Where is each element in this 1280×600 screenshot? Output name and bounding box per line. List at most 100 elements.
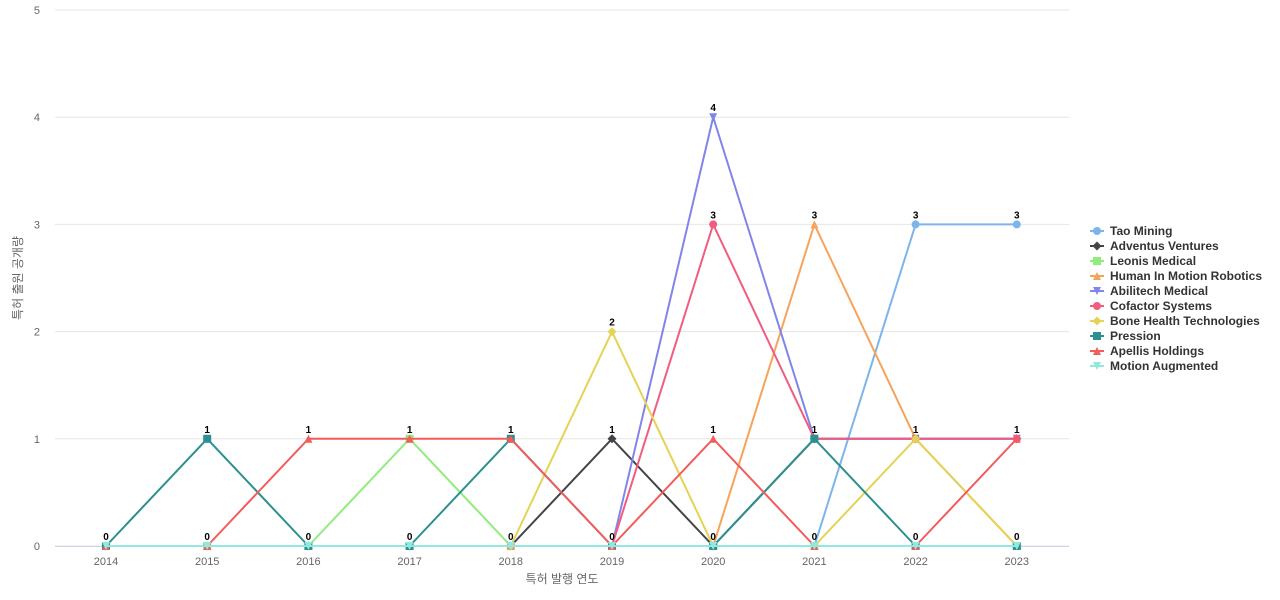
legend-label: Apellis Holdings xyxy=(1110,344,1204,358)
y-tick-label: 2 xyxy=(34,327,40,339)
data-label: 0 xyxy=(204,532,210,543)
data-point xyxy=(608,542,616,550)
legend-label: Abilitech Medical xyxy=(1110,284,1208,298)
y-tick-label: 5 xyxy=(34,5,40,17)
legend-item[interactable]: Cofactor Systems xyxy=(1090,299,1212,313)
legend-label: Human In Motion Robotics xyxy=(1110,269,1262,283)
x-tick-label: 2016 xyxy=(296,556,320,568)
data-label: 0 xyxy=(609,532,615,543)
legend-label: Adventus Ventures xyxy=(1110,239,1219,253)
series-5 xyxy=(102,220,1021,550)
data-point xyxy=(203,542,212,550)
data-point xyxy=(405,542,414,550)
x-tick-label: 2021 xyxy=(802,556,826,568)
data-point xyxy=(1012,542,1021,550)
legend-marker xyxy=(1093,257,1101,265)
data-point xyxy=(304,434,313,443)
data-point xyxy=(506,434,515,443)
x-tick-label: 2017 xyxy=(397,556,421,568)
data-label: 3 xyxy=(1014,210,1020,221)
data-label: 1 xyxy=(1014,425,1020,436)
legend-label: Leonis Medical xyxy=(1110,254,1196,268)
legend-marker xyxy=(1093,362,1101,370)
legend-item[interactable]: Bone Health Technologies xyxy=(1090,314,1260,328)
data-point xyxy=(506,542,515,550)
x-axis-title: 특허 발행 연도 xyxy=(526,571,599,586)
data-label: 1 xyxy=(913,425,919,436)
legend-item[interactable]: Apellis Holdings xyxy=(1090,344,1204,358)
data-point xyxy=(405,434,414,443)
data-label: 0 xyxy=(508,532,514,543)
series-line xyxy=(106,223,1018,547)
legend-label: Cofactor Systems xyxy=(1110,299,1212,313)
gridlines xyxy=(55,9,1069,547)
legend-marker xyxy=(1093,287,1101,295)
x-axis-ticks: 2014 2015 2016 2017 2018 2019 2020 2021 2022 2023 xyxy=(94,556,1029,568)
data-label: 1 xyxy=(204,425,210,436)
series-0 xyxy=(102,220,1021,550)
legend-marker xyxy=(1093,347,1101,355)
x-tick-label: 2022 xyxy=(903,556,927,568)
legend-marker xyxy=(1093,227,1101,235)
y-tick-label: 3 xyxy=(34,219,40,231)
data-label: 2 xyxy=(609,318,615,329)
data-point xyxy=(304,542,313,550)
data-point xyxy=(709,220,718,229)
y-tick-label: 4 xyxy=(34,112,40,124)
data-label: 1 xyxy=(609,425,615,436)
data-label: 0 xyxy=(1014,532,1020,543)
y-tick-label: 1 xyxy=(34,434,40,446)
data-label: 1 xyxy=(306,425,312,436)
data-label: 3 xyxy=(812,210,818,221)
legend-item[interactable]: Human In Motion Robotics xyxy=(1090,269,1262,283)
legend-item[interactable]: Pression xyxy=(1090,329,1161,343)
legend-marker xyxy=(1093,272,1101,280)
x-tick-label: 2015 xyxy=(195,556,219,568)
legend-label: Motion Augmented xyxy=(1110,359,1218,373)
data-label: 0 xyxy=(103,532,109,543)
legend-item[interactable]: Tao Mining xyxy=(1090,224,1172,238)
series-group xyxy=(101,113,1022,551)
data-point xyxy=(607,327,617,337)
series-line xyxy=(106,437,1018,547)
data-label: 1 xyxy=(812,425,818,436)
data-point xyxy=(607,434,617,444)
data-label: 4 xyxy=(710,103,716,114)
series-8 xyxy=(102,434,1021,550)
data-label: 0 xyxy=(710,532,716,543)
data-point xyxy=(911,434,921,444)
data-label: 1 xyxy=(407,425,413,436)
data-label: 0 xyxy=(812,532,818,543)
x-tick-label: 2014 xyxy=(94,556,118,568)
data-label: 0 xyxy=(407,532,413,543)
legend-label: Tao Mining xyxy=(1110,224,1172,238)
series-9 xyxy=(102,542,1021,550)
legend-item[interactable]: Motion Augmented xyxy=(1090,359,1218,373)
data-label: 3 xyxy=(710,210,716,221)
data-point xyxy=(810,542,819,550)
legend-item[interactable]: Adventus Ventures xyxy=(1090,239,1219,253)
data-label: 3 xyxy=(913,210,919,221)
data-labels: 0 1 0 1 0 1 0 1 0 2 1 0 4 3 1 0 3 1 0 3 1 0 3 1 0 xyxy=(103,103,1020,543)
series-line xyxy=(106,223,1017,547)
data-point xyxy=(911,220,920,229)
legend-marker xyxy=(1092,316,1102,326)
data-point xyxy=(1012,434,1021,443)
series-3 xyxy=(102,220,1021,550)
x-tick-label: 2023 xyxy=(1005,556,1029,568)
legend-item[interactable]: Abilitech Medical xyxy=(1090,284,1208,298)
legend-marker xyxy=(1093,332,1101,340)
data-point xyxy=(203,434,212,443)
data-point xyxy=(102,542,110,550)
x-tick-label: 2020 xyxy=(701,556,725,568)
legend-marker xyxy=(1093,302,1101,310)
data-point xyxy=(1012,220,1021,229)
x-tick-label: 2019 xyxy=(600,556,624,568)
legend-item[interactable]: Leonis Medical xyxy=(1090,254,1196,268)
data-point xyxy=(709,542,718,550)
data-point xyxy=(911,542,920,550)
y-axis-title: 특허 출원 공개량 xyxy=(11,236,25,320)
series-line xyxy=(106,223,1017,547)
